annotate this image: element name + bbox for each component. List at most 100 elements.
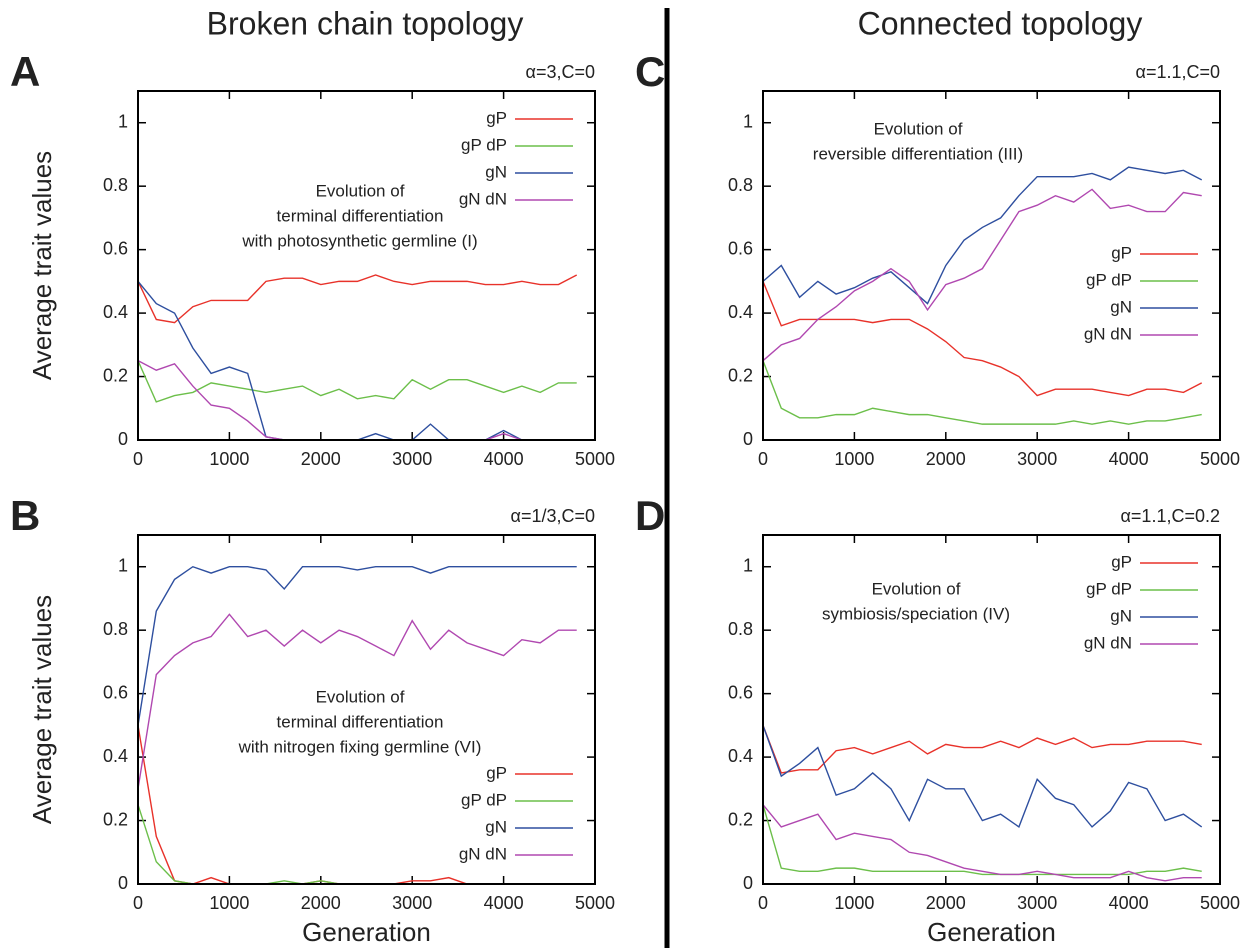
series-line: [762, 166, 1203, 305]
x-tick-label: 4000: [1109, 893, 1149, 913]
legend-label: gN: [1110, 297, 1132, 316]
series-line: [762, 188, 1202, 362]
x-tick-label: 2000: [926, 449, 966, 469]
y-tick-label: 0.4: [728, 302, 753, 322]
x-tick-label: 1000: [209, 449, 249, 469]
annotation: symbiosis/speciation (IV): [822, 604, 1010, 623]
x-tick-label: 3000: [1017, 449, 1057, 469]
series-line: [137, 274, 578, 324]
legend-label: gP dP: [461, 790, 507, 809]
x-tick-label: 3000: [392, 893, 432, 913]
series-line: [137, 360, 577, 403]
x-tick-label: 5000: [1200, 449, 1240, 469]
series-line: [762, 725, 1203, 828]
x-tick-label: 2000: [301, 449, 341, 469]
y-tick-label: 0.8: [103, 175, 128, 195]
y-tick-label: 0.2: [103, 365, 128, 385]
y-tick-label: 0.6: [728, 682, 753, 702]
x-tick-label: 4000: [484, 449, 524, 469]
annotation: Evolution of: [316, 181, 405, 200]
corner-label: α=1.1,C=0: [1136, 62, 1220, 82]
x-axis-label: Generation: [927, 917, 1056, 947]
x-tick-label: 0: [758, 893, 768, 913]
x-tick-label: 3000: [392, 449, 432, 469]
y-tick-label: 0: [743, 429, 753, 449]
series-line: [137, 613, 577, 789]
series-line: [762, 281, 1203, 397]
x-tick-label: 4000: [1109, 449, 1149, 469]
corner-label: α=1/3,C=0: [511, 506, 595, 526]
legend-label: gN dN: [1084, 324, 1132, 343]
plot-frame: [762, 534, 1221, 885]
x-axis-label: Generation: [302, 917, 431, 947]
series-line: [762, 804, 1202, 882]
y-tick-label: 0.2: [728, 809, 753, 829]
y-tick-label: 1: [118, 111, 128, 131]
legend-label: gP dP: [461, 135, 507, 154]
y-tick-label: 0.6: [103, 238, 128, 258]
y-tick-label: 0.6: [103, 682, 128, 702]
panel-letter: D: [635, 492, 665, 539]
series-line: [762, 360, 1202, 425]
x-tick-label: 0: [133, 449, 143, 469]
legend-label: gN dN: [459, 844, 507, 863]
plot-frame: [137, 534, 596, 885]
x-tick-label: 4000: [484, 893, 524, 913]
x-tick-label: 1000: [834, 449, 874, 469]
y-tick-label: 0: [118, 429, 128, 449]
legend-label: gP dP: [1086, 270, 1132, 289]
legend-label: gN: [485, 162, 507, 181]
y-tick-label: 1: [743, 111, 753, 131]
x-tick-label: 2000: [301, 893, 341, 913]
y-tick-label: 0.4: [103, 302, 128, 322]
y-tick-label: 1: [743, 555, 753, 575]
x-tick-label: 2000: [926, 893, 966, 913]
corner-label: α=3,C=0: [526, 62, 595, 82]
plot-frame: [762, 90, 1221, 441]
x-tick-label: 5000: [575, 893, 615, 913]
annotation: reversible differentiation (III): [813, 144, 1023, 163]
x-tick-label: 1000: [209, 893, 249, 913]
annotation: with photosynthetic germline (I): [241, 231, 477, 250]
corner-label: α=1.1,C=0.2: [1121, 506, 1220, 526]
x-tick-label: 5000: [575, 449, 615, 469]
y-tick-label: 0.2: [103, 809, 128, 829]
series-line: [137, 565, 577, 726]
series-line: [762, 804, 1202, 876]
panel-letter: B: [10, 492, 40, 539]
x-tick-label: 0: [758, 449, 768, 469]
legend-label: gP: [486, 108, 507, 127]
y-tick-label: 0.4: [728, 746, 753, 766]
y-tick-label: 1: [118, 555, 128, 575]
legend-label: gN: [1110, 606, 1132, 625]
x-tick-label: 1000: [834, 893, 874, 913]
series-line: [762, 725, 1202, 774]
y-axis-label: Average trait values: [27, 151, 57, 380]
panel-letter: C: [635, 48, 665, 95]
y-tick-label: 0: [118, 873, 128, 893]
y-tick-label: 0.8: [728, 619, 753, 639]
y-tick-label: 0.2: [728, 365, 753, 385]
legend-label: gP: [486, 763, 507, 782]
panel-letter: A: [10, 48, 40, 95]
legend-label: gN dN: [1084, 633, 1132, 652]
series-line: [137, 804, 577, 885]
annotation: terminal differentiation: [277, 206, 444, 225]
x-tick-label: 0: [133, 893, 143, 913]
legend-label: gP: [1111, 552, 1132, 571]
annotation: Evolution of: [316, 687, 405, 706]
annotation: terminal differentiation: [277, 712, 444, 731]
legend-label: gP: [1111, 243, 1132, 262]
legend-label: gN: [485, 817, 507, 836]
legend-label: gN dN: [459, 189, 507, 208]
plot-frame: [137, 90, 596, 441]
x-tick-label: 5000: [1200, 893, 1240, 913]
annotation: with nitrogen fixing germline (VI): [238, 737, 482, 756]
column-title: Broken chain topology: [207, 5, 524, 41]
series-line: [137, 360, 523, 441]
annotation: Evolution of: [874, 119, 963, 138]
y-tick-label: 0.6: [728, 238, 753, 258]
annotation: Evolution of: [872, 579, 961, 598]
y-tick-label: 0.8: [728, 175, 753, 195]
